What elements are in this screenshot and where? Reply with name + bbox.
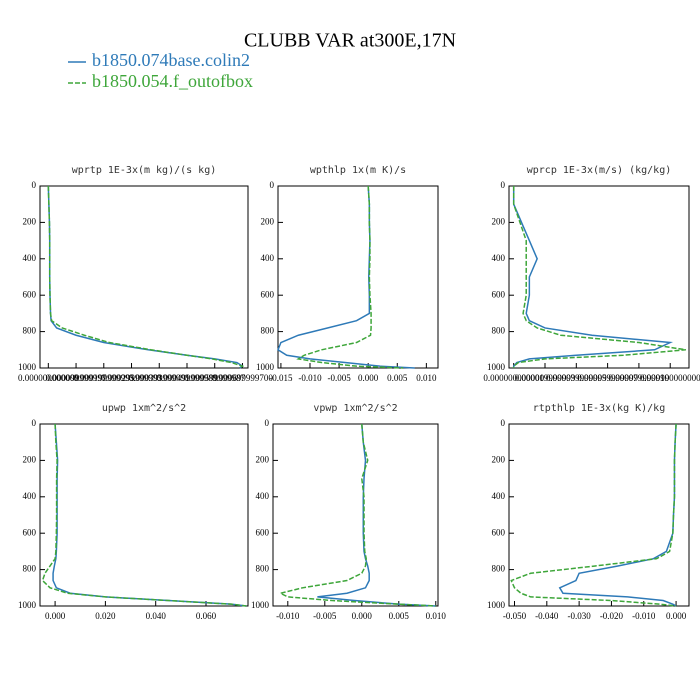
x-tick-label: 0.000079999999: [609, 373, 670, 383]
x-tick-label: 0.000100000000: [640, 373, 700, 383]
y-tick-label: 400: [23, 491, 37, 501]
y-tick-label: 800: [256, 564, 270, 574]
x-tick-label: 0.010: [416, 373, 437, 383]
y-tick-label: 600: [23, 289, 37, 299]
x-tick-label: 0.010: [426, 611, 447, 621]
y-tick-label: 400: [492, 253, 506, 263]
x-tick-label: -0.030: [568, 611, 592, 621]
series-line: [558, 423, 677, 607]
y-tick-label: 400: [256, 491, 270, 501]
x-tick-label: 0.000299999993: [101, 373, 162, 383]
y-tick-label: 400: [23, 253, 37, 263]
panel-title: upwp 1xm^2/s^2: [102, 403, 186, 414]
y-tick-label: 800: [261, 326, 275, 336]
y-tick-label: 200: [23, 454, 37, 464]
series-line: [52, 423, 247, 607]
x-tick-label: -0.050: [503, 611, 527, 621]
plot-frame: [277, 185, 439, 369]
series-line: [41, 423, 247, 607]
y-tick-label: 0: [270, 180, 275, 190]
series-line: [296, 185, 404, 369]
legend-label: b1850.074base.colin2: [92, 50, 250, 70]
x-tick-label: 0.000499999989: [157, 373, 218, 383]
x-tick-label: -0.010: [298, 373, 322, 383]
y-tick-label: 1000: [487, 600, 506, 610]
plot-frame: [508, 185, 690, 369]
series-line: [512, 186, 674, 368]
series-line: [512, 186, 686, 368]
x-tick-label: 0.000: [358, 373, 379, 383]
plot-frame: [508, 423, 690, 607]
x-tick-label: 0.000399999991: [129, 373, 190, 383]
y-tick-label: 1000: [251, 600, 270, 610]
x-tick-label: 0.060: [196, 611, 217, 621]
panel-title: rtpthlp 1E-3x(kg K)/kg: [533, 403, 665, 414]
y-tick-label: 0: [265, 418, 270, 428]
x-tick-label: 0.000000000000: [483, 373, 544, 383]
series-line: [47, 185, 245, 369]
y-tick-label: 1000: [18, 362, 37, 372]
x-tick-label: 0.040: [146, 611, 167, 621]
plot-frame: [272, 423, 439, 607]
y-tick-label: 1000: [256, 362, 275, 372]
x-tick-label: 0.005: [389, 611, 410, 621]
x-tick-label: -0.005: [313, 611, 337, 621]
legend-label: b1850.054.f_outofbox: [92, 71, 253, 91]
y-tick-label: 1000: [18, 600, 37, 610]
x-tick-label: -0.020: [600, 611, 624, 621]
y-tick-label: 200: [256, 454, 270, 464]
y-tick-label: 400: [492, 491, 506, 501]
y-tick-label: 600: [256, 527, 270, 537]
x-tick-label: 0.020: [95, 611, 116, 621]
panel-title: wprcp 1E-3x(m/s) (kg/kg): [527, 165, 672, 176]
panel-title: wprtp 1E-3x(m kg)/(s kg): [72, 165, 217, 176]
y-tick-label: 400: [261, 253, 275, 263]
y-tick-label: 1000: [487, 362, 506, 372]
series-line: [47, 185, 244, 369]
y-tick-label: 200: [492, 216, 506, 226]
x-tick-label: 0.000: [352, 611, 373, 621]
plot-frame: [39, 185, 249, 369]
x-tick-label: 0.000099999997: [46, 373, 107, 383]
y-tick-label: 200: [261, 216, 275, 226]
y-tick-label: 0: [501, 418, 506, 428]
y-tick-label: 800: [492, 564, 506, 574]
y-tick-label: 0: [32, 418, 37, 428]
y-tick-label: 600: [261, 289, 275, 299]
x-tick-label: -0.005: [327, 373, 351, 383]
y-tick-label: 0: [32, 180, 37, 190]
series-line: [317, 423, 436, 607]
series-line: [510, 423, 677, 607]
y-tick-label: 800: [23, 326, 37, 336]
series-line: [277, 185, 415, 369]
panel-title: wpthlp 1x(m K)/s: [310, 165, 406, 176]
x-tick-label: 0.000: [666, 611, 687, 621]
y-tick-label: 600: [23, 527, 37, 537]
x-tick-label: 0.000019999999: [515, 373, 576, 383]
y-tick-label: 600: [492, 289, 506, 299]
x-tick-label: 0.000: [45, 611, 66, 621]
plot-frame: [39, 423, 249, 607]
panel-title: vpwp 1xm^2/s^2: [313, 403, 397, 414]
x-tick-label: 0.000059999999: [577, 373, 638, 383]
x-tick-label: 0.000599999987: [184, 373, 245, 383]
x-tick-label: 0.005: [387, 373, 408, 383]
y-tick-label: 200: [23, 216, 37, 226]
y-tick-label: 600: [492, 527, 506, 537]
y-tick-label: 200: [492, 454, 506, 464]
x-tick-label: -0.040: [535, 611, 559, 621]
y-tick-label: 0: [501, 180, 506, 190]
x-tick-label: -0.010: [276, 611, 300, 621]
chart-title: CLUBB VAR at300E,17N: [244, 30, 456, 52]
y-tick-label: 800: [492, 326, 506, 336]
y-tick-label: 800: [23, 564, 37, 574]
x-tick-label: -0.010: [632, 611, 656, 621]
x-tick-label: -0.015: [269, 373, 293, 383]
x-tick-label: 0.000199999995: [73, 373, 134, 383]
x-tick-label: 0.000699999700: [212, 373, 273, 383]
x-tick-label: 0.000000000000: [18, 373, 79, 383]
series-line: [278, 423, 436, 607]
x-tick-label: 0.000039999999: [546, 373, 607, 383]
